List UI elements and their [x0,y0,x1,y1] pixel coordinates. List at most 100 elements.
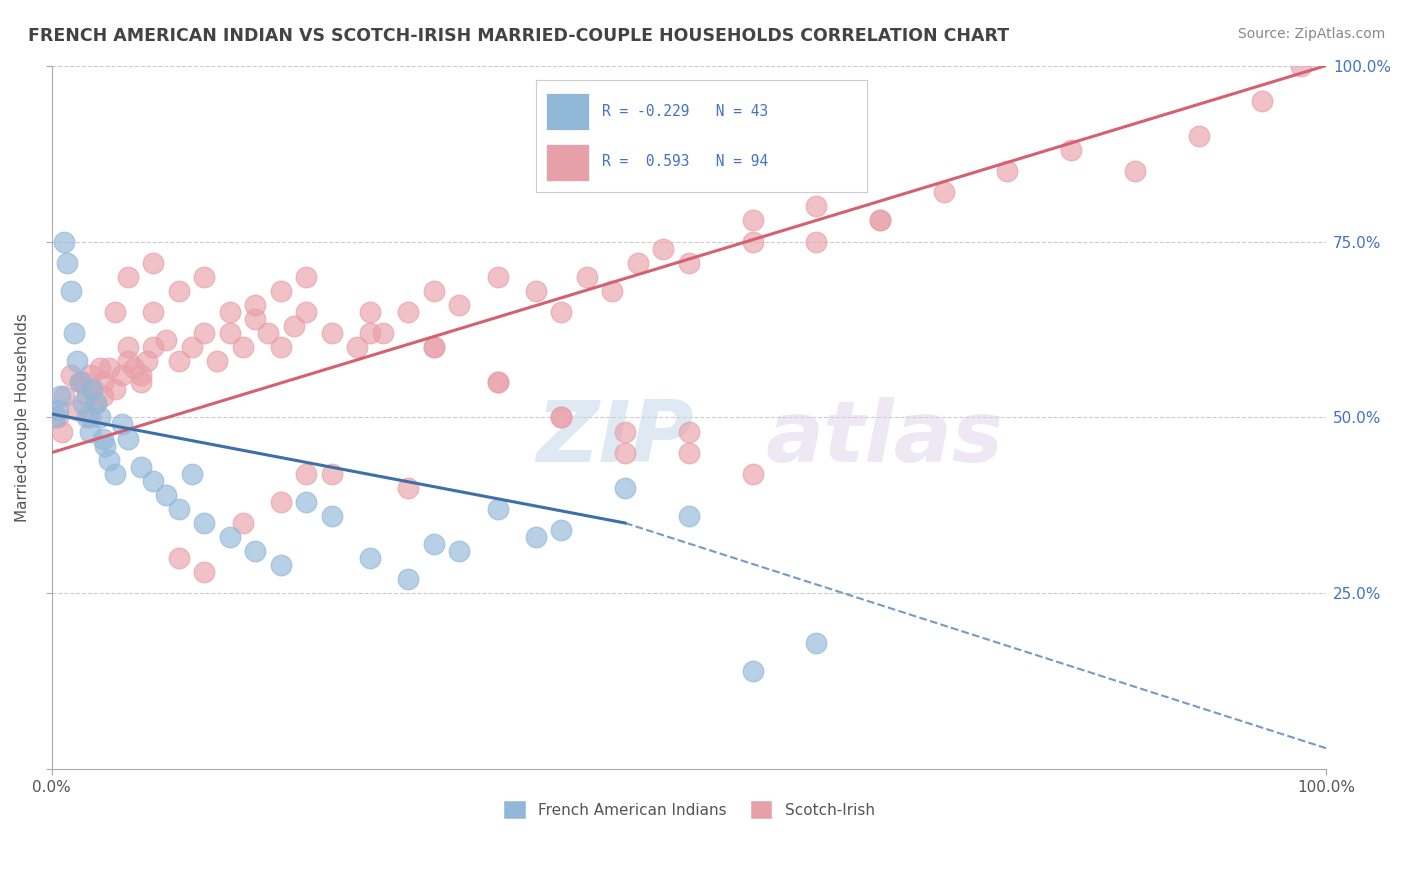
Point [104,305,127,319]
Point [486,376,509,390]
Point [91,389,114,403]
Point [111,368,134,383]
Point [257,326,280,340]
Point [142,474,165,488]
Point [46,410,69,425]
Point [167,551,190,566]
Point [69,376,91,390]
Point [51,425,73,439]
Point [193,516,215,530]
Point [550,410,572,425]
Point [997,164,1019,178]
Point [46,403,69,417]
Point [142,340,165,354]
Point [53,389,76,403]
Point [117,432,139,446]
Point [614,481,637,495]
Point [423,284,446,298]
Point [219,305,242,319]
Point [678,425,700,439]
Point [359,326,381,340]
Point [79,410,101,425]
Point [270,284,292,298]
Point [283,318,305,333]
Text: atlas: atlas [765,397,1004,480]
Point [614,425,637,439]
Point [94,439,117,453]
Point [575,269,598,284]
Point [117,354,139,368]
Point [396,305,419,319]
Point [142,305,165,319]
Point [602,284,624,298]
Point [136,354,159,368]
Point [167,284,190,298]
Point [245,312,267,326]
Point [79,425,101,439]
Point [129,459,152,474]
Point [741,213,763,227]
Point [84,396,107,410]
Point [486,376,509,390]
Point [295,467,318,481]
Point [53,235,76,249]
Point [806,199,828,213]
Point [104,382,127,396]
Point [89,410,111,425]
Point [104,467,127,481]
Point [63,326,86,340]
Point [550,523,572,537]
Point [321,467,343,481]
Point [232,516,254,530]
Point [129,368,152,383]
Text: ZIP: ZIP [536,397,693,480]
Point [295,495,318,509]
Point [82,382,104,396]
Point [524,530,547,544]
Point [295,269,318,284]
Point [97,361,120,376]
Point [193,326,215,340]
Point [1060,143,1083,157]
Point [806,235,828,249]
Point [129,376,152,390]
Point [82,382,104,396]
Point [84,396,107,410]
Point [449,544,471,558]
Point [59,284,82,298]
Point [270,558,292,573]
Point [167,354,190,368]
Text: FRENCH AMERICAN INDIAN VS SCOTCH-IRISH MARRIED-COUPLE HOUSEHOLDS CORRELATION CHA: FRENCH AMERICAN INDIAN VS SCOTCH-IRISH M… [28,27,1010,45]
Point [142,255,165,269]
Point [89,361,111,376]
Point [72,396,94,410]
Point [117,340,139,354]
Point [66,403,89,417]
Point [117,269,139,284]
Point [245,298,267,312]
Point [180,340,202,354]
Point [270,495,292,509]
Point [155,333,177,347]
Point [219,326,242,340]
Point [371,326,394,340]
Point [486,269,509,284]
Point [155,488,177,502]
Point [396,572,419,586]
Point [321,508,343,523]
Point [1187,128,1209,143]
Point [1289,59,1312,73]
Point [359,551,381,566]
Point [423,537,446,551]
Point [79,368,101,383]
Point [524,284,547,298]
Point [270,340,292,354]
Point [167,502,190,516]
Point [205,354,228,368]
Point [652,242,675,256]
Point [627,255,650,269]
Point [124,361,146,376]
Point [423,340,446,354]
Point [76,389,98,403]
Point [359,305,381,319]
